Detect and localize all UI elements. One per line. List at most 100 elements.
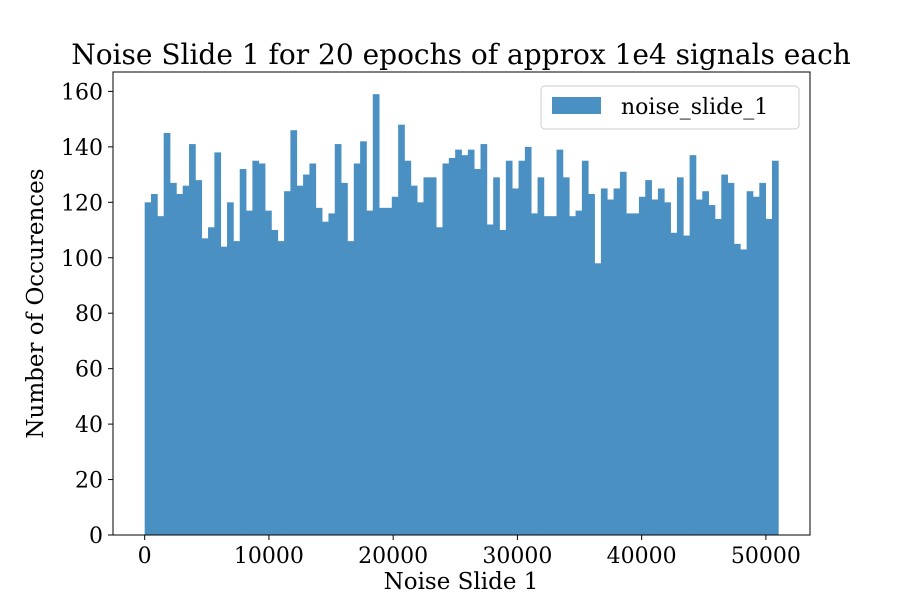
histogram-bar <box>258 163 266 536</box>
x-tick-label: 0 <box>138 544 152 569</box>
x-tick-label: 40000 <box>607 544 677 569</box>
histogram-bar <box>727 182 735 535</box>
histogram-bar <box>170 182 177 535</box>
chart-title: Noise Slide 1 for 20 epochs of approx 1e… <box>71 38 851 71</box>
histogram-bar <box>379 207 386 535</box>
legend-box <box>540 85 800 130</box>
histogram-bar <box>404 160 412 535</box>
histogram-bar <box>486 224 494 536</box>
histogram-bar <box>752 196 760 535</box>
histogram-bar <box>410 185 418 536</box>
histogram-bar <box>341 182 348 535</box>
y-tick-label: 160 <box>61 80 103 105</box>
histogram-bar <box>531 213 538 535</box>
histogram-bar <box>144 202 152 535</box>
histogram-bar <box>695 199 703 535</box>
histogram-bar <box>518 160 526 535</box>
histogram-bar <box>176 193 184 536</box>
histogram-bar <box>702 191 709 535</box>
histogram-bar <box>765 218 773 535</box>
histogram-bar <box>664 202 671 535</box>
legend-label: noise_slide_1 <box>621 95 768 120</box>
histogram-bar <box>512 188 519 535</box>
histogram-bar <box>423 177 431 535</box>
histogram-bar <box>277 241 285 535</box>
histogram-bar <box>201 238 209 535</box>
histogram-bar <box>328 213 336 535</box>
histogram-bar <box>157 216 165 536</box>
histogram-bar <box>417 202 424 535</box>
histogram-bar <box>721 174 728 535</box>
y-axis-label: Number of Occurences <box>23 168 49 438</box>
histogram-bar <box>740 249 747 535</box>
histogram-bar <box>322 221 329 535</box>
histogram-bar <box>455 149 462 535</box>
histogram-bar <box>676 177 684 535</box>
histogram-bar <box>626 213 633 535</box>
histogram-bar <box>708 205 716 535</box>
histogram-bar <box>366 210 374 535</box>
histogram-bar <box>537 177 545 535</box>
histogram-bar <box>442 163 450 536</box>
histogram-bar <box>499 230 507 535</box>
x-tick-label: 10000 <box>234 544 304 569</box>
bars-group <box>144 94 779 536</box>
histogram-bar <box>189 144 196 535</box>
histogram-bar <box>227 202 234 535</box>
histogram-bar <box>543 216 551 536</box>
histogram-bar <box>505 160 513 535</box>
histogram-bar <box>429 177 437 535</box>
histogram-bar <box>239 169 247 536</box>
histogram-bar <box>246 210 253 535</box>
histogram-bar <box>651 199 659 535</box>
histogram-bar <box>638 196 646 535</box>
histogram-bar <box>448 157 456 535</box>
histogram-bar <box>657 188 665 535</box>
histogram-bar <box>746 191 754 535</box>
y-tick-label: 100 <box>61 247 103 272</box>
histogram-bar <box>252 160 260 535</box>
histogram-bar <box>208 227 215 535</box>
histogram-bar <box>372 94 380 536</box>
plot-frame <box>112 71 811 536</box>
histogram-bar <box>607 199 614 535</box>
histogram-bar <box>594 263 602 535</box>
histogram-bar <box>436 227 443 535</box>
y-tick-label: 40 <box>75 413 103 438</box>
x-axis-ticks: 0 10000 20000 30000 40000 50000 <box>138 535 801 569</box>
legend: noise_slide_1 <box>540 85 800 130</box>
histogram-bar <box>303 174 310 535</box>
y-tick-label: 20 <box>75 469 103 494</box>
histogram-bar <box>562 177 570 535</box>
legend-swatch <box>552 97 601 114</box>
histogram-bar <box>347 241 355 535</box>
histogram-bar <box>493 177 500 535</box>
histogram-bar <box>524 146 532 536</box>
histogram-bar <box>233 241 241 535</box>
histogram-bar <box>689 155 697 536</box>
histogram-bar <box>670 232 678 536</box>
x-tick-label: 50000 <box>731 544 801 569</box>
y-tick-label: 0 <box>89 524 103 549</box>
histogram-bar <box>385 207 393 535</box>
histogram-bar <box>360 141 367 535</box>
histogram-bar <box>480 144 488 535</box>
histogram-bar <box>334 144 342 535</box>
y-tick-label: 80 <box>75 302 103 327</box>
histogram-bar <box>600 188 608 535</box>
histogram-bar <box>182 185 190 536</box>
histogram-bar <box>467 149 475 535</box>
histogram-bar <box>290 130 298 535</box>
histogram-bar <box>575 210 583 535</box>
histogram-bar <box>214 152 222 535</box>
histogram-bar <box>391 196 399 535</box>
histogram-bar <box>613 188 621 535</box>
x-axis-label: Noise Slide 1 <box>384 569 539 595</box>
histogram-bar <box>296 185 304 536</box>
histogram-bar <box>683 235 690 535</box>
histogram-bar <box>581 160 589 535</box>
histogram-bar <box>265 210 272 535</box>
histogram-bar <box>714 218 722 535</box>
histogram-bar <box>163 132 171 536</box>
